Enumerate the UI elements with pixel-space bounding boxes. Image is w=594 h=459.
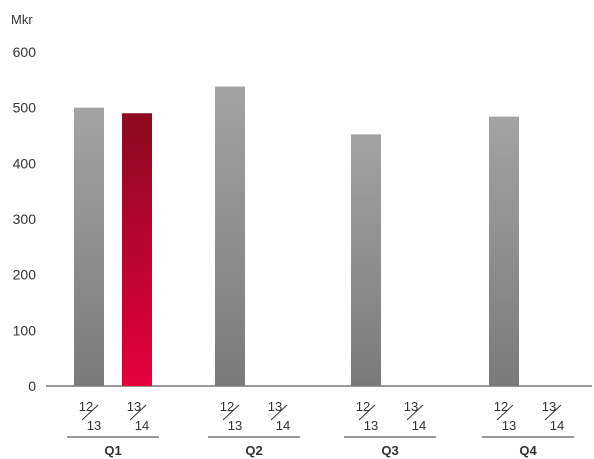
year-label-slash	[544, 404, 562, 421]
y-tick-label: 0	[28, 378, 36, 394]
bar-q3-12-13	[351, 134, 381, 386]
year-label-bottom: 14	[412, 418, 426, 433]
year-label-bottom: 13	[364, 418, 378, 433]
year-label-top: 13	[268, 399, 282, 414]
y-tick-label: 100	[13, 322, 37, 338]
y-tick-label: 600	[13, 44, 37, 60]
year-label-top: 13	[127, 399, 141, 414]
quarter-label: Q1	[104, 443, 121, 458]
quarter-label: Q2	[245, 443, 262, 458]
year-label-bottom: 13	[502, 418, 516, 433]
unit-label: Mkr	[11, 12, 33, 27]
year-label-top: 12	[220, 399, 234, 414]
year-label-slash	[406, 404, 424, 421]
year-label-slash	[81, 404, 99, 421]
year-label-top: 13	[542, 399, 556, 414]
year-label-bottom: 13	[228, 418, 242, 433]
y-tick-label: 500	[13, 100, 37, 116]
y-tick-label: 200	[13, 267, 37, 283]
year-label-bottom: 14	[276, 418, 290, 433]
y-axis-labels: 0 100 200 300 400 500 600	[13, 44, 37, 394]
y-tick-label: 400	[13, 155, 37, 171]
year-label-top: 13	[404, 399, 418, 414]
year-label-slash	[222, 404, 240, 421]
x-axis-labels: 12 13 13 14 Q1 12 13 13 14 Q2 12 13 13 14 Q3 12 13 13 14 Q4	[67, 399, 574, 458]
quarter-label: Q4	[519, 443, 537, 458]
year-label-slash	[129, 404, 147, 421]
year-label-top: 12	[494, 399, 508, 414]
bar-q1-13-14	[122, 113, 152, 386]
year-label-bottom: 13	[87, 418, 101, 433]
bars	[74, 86, 519, 387]
bar-q2-12-13	[215, 86, 245, 386]
y-tick-label: 300	[13, 211, 37, 227]
year-label-slash	[496, 404, 514, 421]
year-label-slash	[270, 404, 288, 421]
year-label-top: 12	[79, 399, 93, 414]
year-label-top: 12	[356, 399, 370, 414]
bar-q1-12-13	[74, 107, 104, 387]
year-label-slash	[358, 404, 376, 421]
bar-q4-12-13	[489, 116, 519, 386]
quarter-label: Q3	[381, 443, 398, 458]
year-label-bottom: 14	[135, 418, 149, 433]
year-label-bottom: 14	[550, 418, 564, 433]
